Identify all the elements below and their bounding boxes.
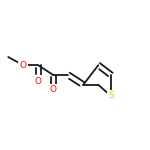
Text: O: O	[50, 85, 57, 94]
Text: O: O	[35, 76, 42, 85]
Text: S: S	[108, 92, 114, 100]
Text: O: O	[20, 61, 27, 70]
